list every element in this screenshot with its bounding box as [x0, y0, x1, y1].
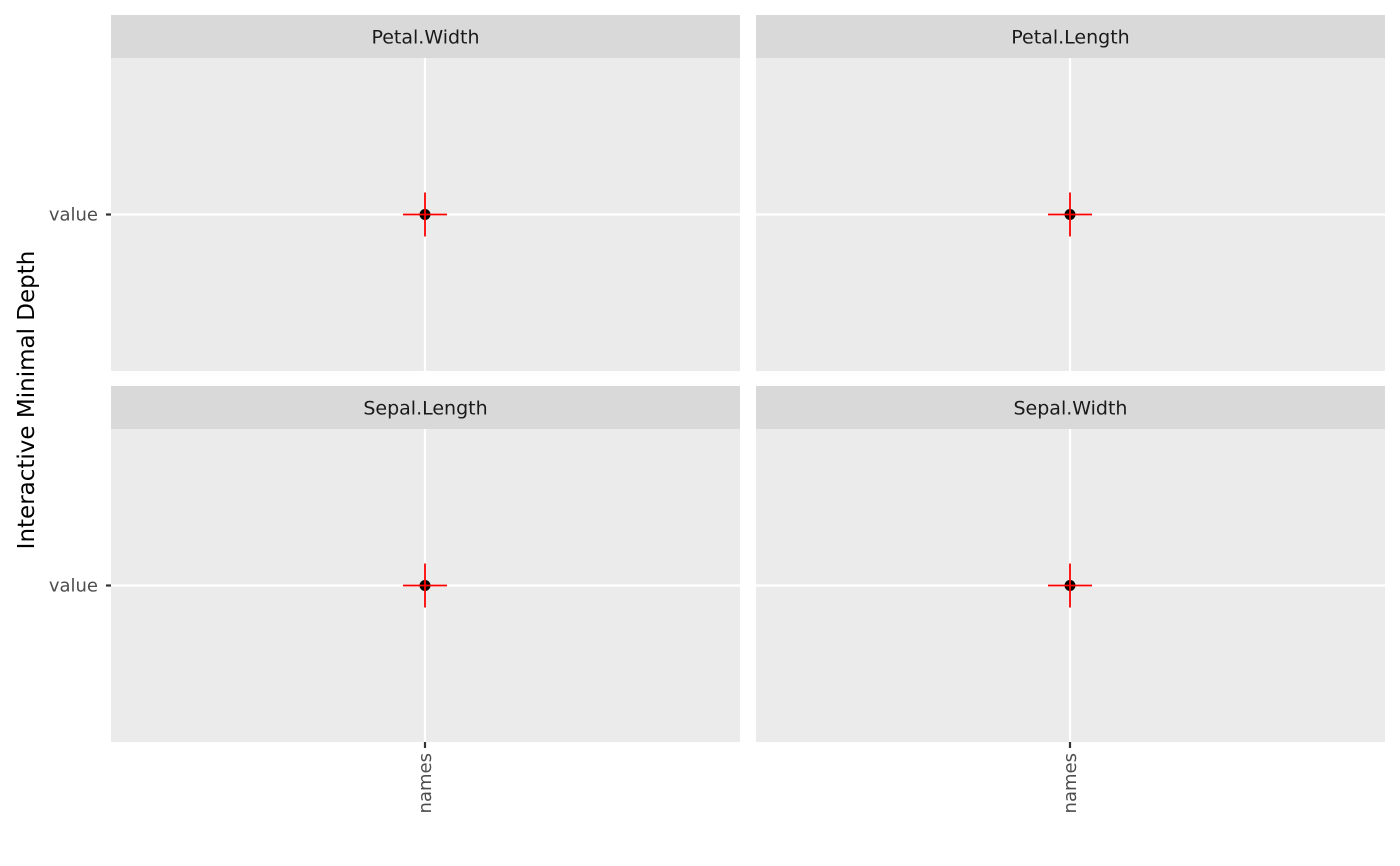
- x-tick-label: names: [415, 753, 436, 813]
- strip-label-petal-length: Petal.Length: [1011, 27, 1129, 49]
- strip-sepal-width: [756, 386, 1385, 429]
- strip-petal-width: [111, 15, 740, 58]
- panels-group: Petal.Width value Petal.Length Sepal.Length…: [49, 15, 1385, 813]
- y-axis-title: Interactive Minimal Depth: [14, 251, 40, 550]
- strip-sepal-length: [111, 386, 740, 429]
- strip-label-petal-width: Petal.Width: [371, 27, 479, 49]
- y-tick-label: value: [49, 576, 98, 597]
- strip-petal-length: [756, 15, 1385, 58]
- x-tick-label: names: [1060, 753, 1081, 813]
- strip-label-sepal-width: Sepal.Width: [1014, 398, 1128, 420]
- strip-label-sepal-length: Sepal.Length: [363, 398, 487, 420]
- y-tick-label: value: [49, 205, 98, 226]
